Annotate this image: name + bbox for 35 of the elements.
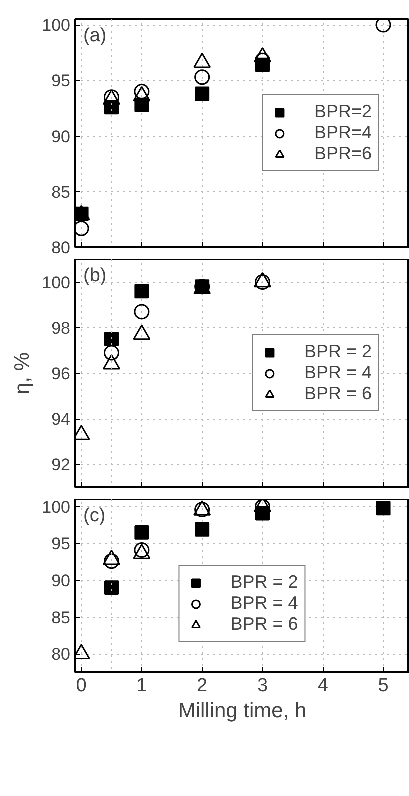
y-tick-label: 90: [52, 571, 71, 590]
y-tick-label: 85: [52, 182, 71, 202]
y-tick-label: 100: [42, 273, 71, 292]
y-tick-label: 80: [52, 238, 71, 258]
y-tick-label: 96: [52, 364, 71, 384]
y-tick-label: 90: [52, 127, 71, 146]
legend-label: BPR = 4: [304, 362, 372, 384]
y-tick-label: 80: [52, 645, 71, 664]
x-tick-label: 2: [197, 676, 208, 696]
annotation: (c): [84, 506, 106, 526]
legend-label: BPR = 6: [230, 614, 298, 635]
y-tick-label: 92: [52, 456, 71, 475]
y-tick-label: 95: [52, 72, 71, 91]
x-tick-label: 1: [136, 676, 148, 696]
legend-label: BPR=4: [314, 122, 372, 144]
x-tick-label: 4: [318, 676, 329, 696]
annotation: (a): [84, 26, 107, 46]
legend-label: BPR = 6: [304, 384, 372, 404]
legend-label: BPR = 2: [304, 342, 372, 362]
legend-label: BPR = 2: [230, 572, 298, 593]
y-tick-label: 95: [52, 534, 71, 554]
y-tick-label: 100: [42, 498, 71, 517]
x-tick-label: 0: [76, 676, 87, 696]
legend-label: BPR=2: [314, 102, 372, 122]
x-tick-label: 3: [257, 676, 268, 696]
y-tick-label: 100: [42, 16, 71, 36]
annotation: (b): [84, 266, 107, 286]
y-tick-label: 85: [52, 608, 71, 628]
legend-label: BPR=6: [314, 144, 372, 164]
y-axis-title: η, %: [11, 352, 34, 395]
legend-label: BPR = 4: [230, 593, 298, 614]
x-tick-label: 5: [378, 676, 389, 696]
x-axis-title: Milling time, h: [178, 700, 307, 722]
y-tick-label: 98: [52, 318, 71, 338]
y-tick-label: 94: [52, 410, 71, 430]
